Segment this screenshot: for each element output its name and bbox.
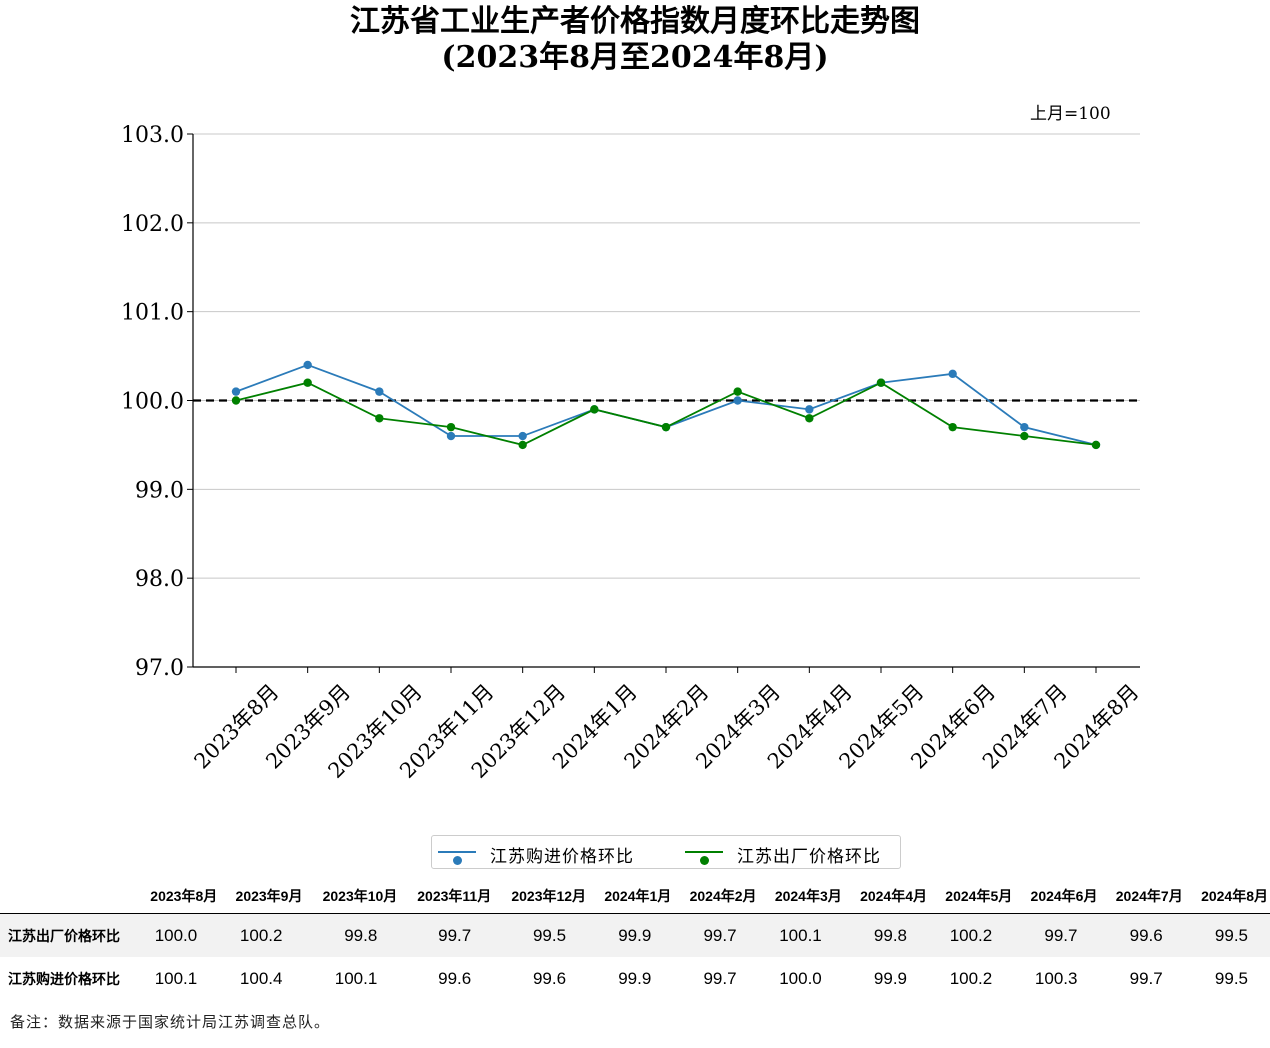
table-cell: 99.7 bbox=[673, 957, 759, 1000]
series-line bbox=[235, 381, 1097, 446]
tick-labels-layer: 97.098.099.0100.0101.0102.0103.02023年8月2… bbox=[121, 123, 1144, 783]
table-cell: 100.2 bbox=[219, 913, 305, 957]
table-cell: 99.7 bbox=[399, 913, 494, 957]
unit-note: 上月=100 bbox=[1030, 104, 1111, 124]
table-header: 2024年2月 bbox=[673, 879, 759, 914]
data-point bbox=[303, 360, 312, 370]
table-header: 2024年3月 bbox=[758, 879, 844, 914]
table-cell: 100.0 bbox=[134, 913, 220, 957]
table-row: 江苏购进价格环比 100.1 100.4 100.1 99.6 99.6 99.… bbox=[0, 957, 1270, 1000]
legend-swatch-line bbox=[685, 851, 723, 865]
data-point bbox=[1020, 431, 1029, 441]
legend-swatch-marker bbox=[453, 856, 462, 865]
line-chart: 97.098.099.0100.0101.0102.0103.02023年8月2… bbox=[121, 123, 1144, 783]
table-header: 2024年5月 bbox=[929, 879, 1015, 914]
data-point bbox=[590, 405, 599, 414]
table-header: 2023年10月 bbox=[304, 879, 400, 914]
footnote: 备注：数据来源于国家统计局江苏调查总队。 bbox=[10, 1013, 331, 1031]
table-row: 江苏出厂价格环比 100.0 100.2 99.8 99.7 99.5 99.9… bbox=[0, 913, 1270, 957]
y-tick-label: 100.0 bbox=[121, 390, 184, 415]
table-header: 2024年4月 bbox=[843, 879, 929, 914]
legend-label: 江苏出厂价格环比 bbox=[737, 847, 881, 867]
row-label: 江苏购进价格环比 bbox=[0, 957, 134, 1000]
data-point bbox=[661, 422, 671, 432]
table-cell: 99.6 bbox=[399, 957, 494, 1000]
table-cell: 99.6 bbox=[493, 957, 589, 1000]
table-header: 2023年9月 bbox=[219, 879, 305, 914]
data-point bbox=[375, 387, 384, 396]
table-header: 2024年1月 bbox=[588, 879, 674, 914]
table-cell: 99.5 bbox=[1184, 913, 1270, 957]
data-point bbox=[948, 422, 957, 432]
legend-swatch-marker bbox=[700, 856, 709, 865]
data-point bbox=[805, 414, 814, 423]
y-tick-label: 101.0 bbox=[121, 301, 184, 326]
table-header: 2024年6月 bbox=[1014, 879, 1100, 914]
table-cell: 99.7 bbox=[673, 913, 759, 957]
data-point bbox=[1020, 422, 1029, 432]
series-line bbox=[235, 364, 1097, 446]
table-cell: 100.2 bbox=[929, 913, 1015, 957]
table-cell: 100.4 bbox=[219, 957, 305, 1000]
table-cell: 99.9 bbox=[588, 913, 674, 957]
data-point bbox=[733, 396, 742, 405]
y-tick-label: 97.0 bbox=[135, 656, 184, 681]
data-point bbox=[805, 405, 814, 414]
table-header: 2023年12月 bbox=[493, 879, 589, 914]
y-tick-label: 98.0 bbox=[135, 567, 184, 592]
table-cell: 99.5 bbox=[493, 913, 589, 957]
data-point bbox=[231, 387, 241, 396]
data-point bbox=[231, 396, 241, 405]
chart-subtitle: (2023年8月至2024年8月) bbox=[441, 40, 829, 75]
table-cell: 100.2 bbox=[929, 957, 1015, 1000]
data-point bbox=[948, 369, 957, 379]
y-tick-label: 103.0 bbox=[121, 123, 184, 148]
table-cell: 99.9 bbox=[843, 957, 929, 1000]
table-header: 2024年8月 bbox=[1184, 879, 1270, 914]
table-cell: 100.1 bbox=[134, 957, 220, 1000]
table-cell: 99.5 bbox=[1184, 957, 1270, 1000]
table-cell: 99.9 bbox=[588, 957, 674, 1000]
table-header-row: 2023年8月 2023年9月 2023年10月 2023年11月 2023年1… bbox=[0, 879, 1270, 914]
data-point bbox=[876, 378, 886, 387]
axes-layer bbox=[187, 133, 1140, 673]
data-point bbox=[375, 414, 384, 423]
data-point bbox=[518, 431, 527, 441]
data-point bbox=[446, 422, 456, 432]
table-cell: 100.1 bbox=[758, 913, 844, 957]
legend-swatch-line bbox=[438, 851, 476, 865]
series-layer bbox=[231, 360, 1101, 450]
table-header: 2024年7月 bbox=[1099, 879, 1185, 914]
table-header: 2023年11月 bbox=[399, 879, 494, 914]
table-cell: 99.7 bbox=[1099, 957, 1185, 1000]
data-point bbox=[303, 378, 312, 387]
data-point bbox=[518, 440, 527, 450]
legend-label: 江苏购进价格环比 bbox=[490, 847, 634, 867]
y-tick-label: 99.0 bbox=[135, 478, 184, 503]
data-point bbox=[1091, 440, 1101, 450]
chart-title-block: 江苏省工业生产者价格指数月度环比走势图 (2023年8月至2024年8月) bbox=[0, 4, 1270, 76]
table-cell: 99.8 bbox=[304, 913, 400, 957]
data-point bbox=[446, 431, 456, 441]
table-cell: 99.6 bbox=[1099, 913, 1185, 957]
data-point bbox=[733, 387, 742, 396]
table-cell: 99.8 bbox=[843, 913, 929, 957]
legend: 江苏购进价格环比 江苏出厂价格环比 bbox=[431, 835, 901, 869]
table-cell: 99.7 bbox=[1014, 913, 1100, 957]
table-header: 2023年8月 bbox=[134, 879, 220, 914]
table-cell: 100.0 bbox=[758, 957, 844, 1000]
table-corner bbox=[0, 879, 134, 914]
table-cell: 100.1 bbox=[304, 957, 400, 1000]
table-cell: 100.3 bbox=[1014, 957, 1100, 1000]
data-table: 2023年8月 2023年9月 2023年10月 2023年11月 2023年1… bbox=[0, 879, 1270, 1000]
row-label: 江苏出厂价格环比 bbox=[0, 913, 134, 957]
chart-title: 江苏省工业生产者价格指数月度环比走势图 bbox=[350, 4, 920, 39]
y-tick-label: 102.0 bbox=[121, 212, 184, 237]
